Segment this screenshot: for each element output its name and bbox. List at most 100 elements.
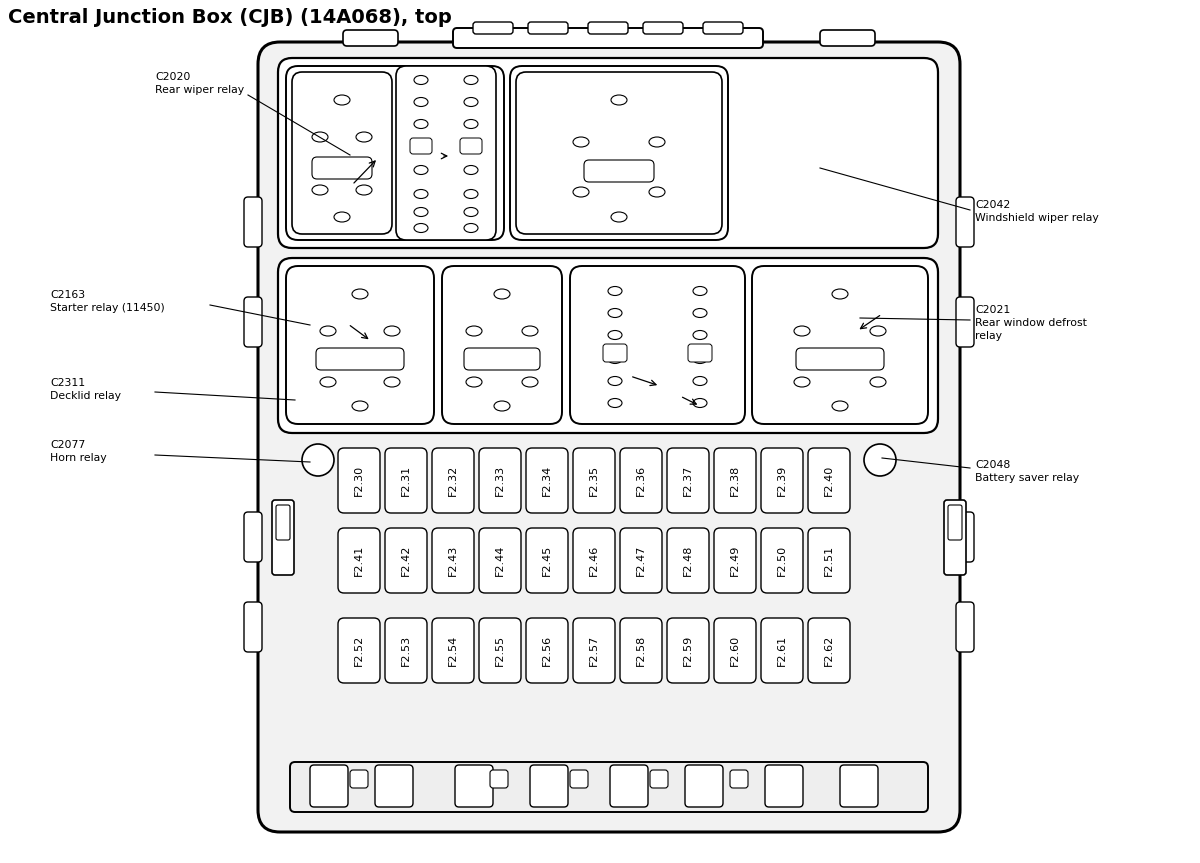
Ellipse shape xyxy=(464,98,478,106)
Ellipse shape xyxy=(464,143,478,153)
FancyBboxPatch shape xyxy=(714,528,756,593)
Text: F2.54: F2.54 xyxy=(448,635,458,666)
Ellipse shape xyxy=(334,95,350,105)
Ellipse shape xyxy=(414,166,428,174)
Ellipse shape xyxy=(608,331,622,339)
FancyBboxPatch shape xyxy=(410,138,432,154)
Ellipse shape xyxy=(466,377,482,387)
Ellipse shape xyxy=(414,119,428,129)
Text: F2.40: F2.40 xyxy=(824,465,834,496)
FancyBboxPatch shape xyxy=(752,266,928,424)
FancyBboxPatch shape xyxy=(584,160,654,182)
FancyBboxPatch shape xyxy=(956,602,974,652)
Ellipse shape xyxy=(694,355,707,363)
FancyBboxPatch shape xyxy=(574,448,616,513)
Text: C2042: C2042 xyxy=(974,200,1010,210)
FancyBboxPatch shape xyxy=(432,528,474,593)
Ellipse shape xyxy=(608,376,622,386)
FancyBboxPatch shape xyxy=(796,348,884,370)
Ellipse shape xyxy=(694,331,707,339)
FancyBboxPatch shape xyxy=(396,66,496,240)
FancyBboxPatch shape xyxy=(338,528,380,593)
FancyBboxPatch shape xyxy=(714,448,756,513)
FancyBboxPatch shape xyxy=(432,448,474,513)
FancyBboxPatch shape xyxy=(258,42,960,832)
Text: F2.48: F2.48 xyxy=(683,545,694,576)
Ellipse shape xyxy=(464,119,478,129)
FancyBboxPatch shape xyxy=(808,448,850,513)
FancyBboxPatch shape xyxy=(667,528,709,593)
Ellipse shape xyxy=(522,326,538,336)
Text: relay: relay xyxy=(974,331,1002,341)
Ellipse shape xyxy=(414,98,428,106)
FancyBboxPatch shape xyxy=(244,197,262,247)
Text: C2020: C2020 xyxy=(155,72,191,82)
Text: F2.39: F2.39 xyxy=(778,465,787,496)
FancyBboxPatch shape xyxy=(272,500,294,575)
FancyBboxPatch shape xyxy=(948,505,962,540)
FancyBboxPatch shape xyxy=(761,448,803,513)
FancyBboxPatch shape xyxy=(286,66,504,240)
FancyBboxPatch shape xyxy=(574,618,616,683)
FancyBboxPatch shape xyxy=(442,266,562,424)
FancyBboxPatch shape xyxy=(490,770,508,788)
FancyBboxPatch shape xyxy=(730,770,748,788)
Text: F2.61: F2.61 xyxy=(778,635,787,666)
Text: Starter relay (11450): Starter relay (11450) xyxy=(50,303,164,313)
Ellipse shape xyxy=(414,75,428,85)
Circle shape xyxy=(302,444,334,476)
FancyBboxPatch shape xyxy=(350,770,368,788)
Ellipse shape xyxy=(464,207,478,217)
FancyBboxPatch shape xyxy=(643,22,683,34)
Ellipse shape xyxy=(494,401,510,411)
Text: F2.32: F2.32 xyxy=(448,465,458,496)
FancyBboxPatch shape xyxy=(956,297,974,347)
Text: F2.60: F2.60 xyxy=(730,635,740,666)
Ellipse shape xyxy=(794,377,810,387)
FancyBboxPatch shape xyxy=(286,266,434,424)
FancyBboxPatch shape xyxy=(479,618,521,683)
FancyBboxPatch shape xyxy=(316,348,404,370)
Text: F2.56: F2.56 xyxy=(542,635,552,666)
Text: F2.37: F2.37 xyxy=(683,465,694,496)
FancyBboxPatch shape xyxy=(650,770,668,788)
FancyBboxPatch shape xyxy=(688,344,712,362)
FancyBboxPatch shape xyxy=(454,28,763,48)
FancyBboxPatch shape xyxy=(312,157,372,179)
Text: F2.52: F2.52 xyxy=(354,635,364,666)
FancyBboxPatch shape xyxy=(528,22,568,34)
FancyBboxPatch shape xyxy=(620,448,662,513)
Ellipse shape xyxy=(320,326,336,336)
FancyBboxPatch shape xyxy=(956,512,974,562)
Ellipse shape xyxy=(384,326,400,336)
Text: F2.57: F2.57 xyxy=(589,635,599,666)
FancyBboxPatch shape xyxy=(766,765,803,807)
Ellipse shape xyxy=(832,401,848,411)
Ellipse shape xyxy=(464,166,478,174)
Ellipse shape xyxy=(464,224,478,232)
FancyBboxPatch shape xyxy=(526,448,568,513)
Text: Central Junction Box (CJB) (14A068), top: Central Junction Box (CJB) (14A068), top xyxy=(8,8,451,27)
Ellipse shape xyxy=(334,212,350,222)
Text: F2.43: F2.43 xyxy=(448,545,458,576)
FancyBboxPatch shape xyxy=(510,66,728,240)
FancyBboxPatch shape xyxy=(944,500,966,575)
FancyBboxPatch shape xyxy=(278,58,938,248)
Text: F2.50: F2.50 xyxy=(778,545,787,576)
FancyBboxPatch shape xyxy=(479,448,521,513)
Text: F2.42: F2.42 xyxy=(401,545,410,576)
Text: Battery saver relay: Battery saver relay xyxy=(974,473,1079,483)
Ellipse shape xyxy=(356,185,372,195)
Ellipse shape xyxy=(694,376,707,386)
Circle shape xyxy=(864,444,896,476)
FancyBboxPatch shape xyxy=(685,765,722,807)
FancyBboxPatch shape xyxy=(338,448,380,513)
Ellipse shape xyxy=(870,326,886,336)
Text: F2.31: F2.31 xyxy=(401,465,410,496)
FancyBboxPatch shape xyxy=(310,765,348,807)
FancyBboxPatch shape xyxy=(244,512,262,562)
Text: F2.51: F2.51 xyxy=(824,545,834,576)
FancyBboxPatch shape xyxy=(840,765,878,807)
FancyBboxPatch shape xyxy=(460,138,482,154)
FancyBboxPatch shape xyxy=(464,348,540,370)
